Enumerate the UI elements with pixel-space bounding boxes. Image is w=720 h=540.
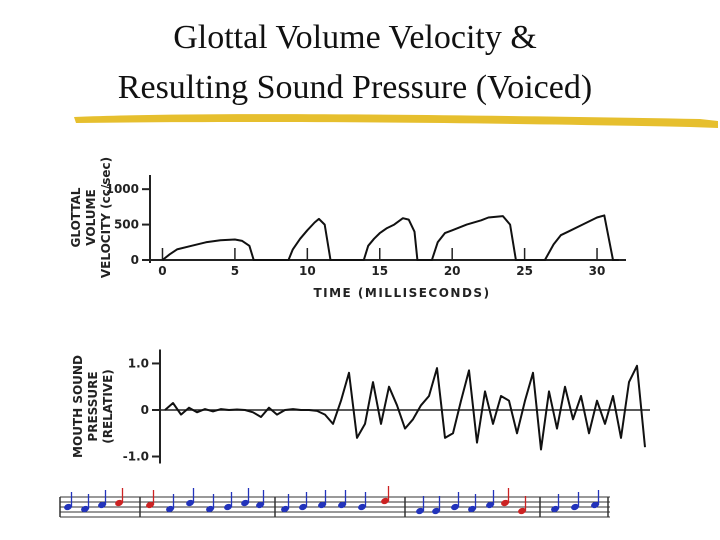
data-line (161, 214, 619, 261)
y-tick-label: 1.0 (128, 356, 149, 370)
note-head (501, 499, 509, 507)
note-head (381, 497, 389, 505)
note-head (299, 503, 307, 511)
y-tick-label: -1.0 (123, 450, 149, 464)
x-tick-label: 20 (444, 264, 461, 278)
y-axis-label: MOUTH SOUND (71, 355, 85, 458)
note-head (224, 503, 232, 511)
data-line (164, 364, 646, 451)
note-head (486, 501, 494, 509)
note-head (241, 499, 249, 507)
y-axis-label: VOLUME (84, 189, 98, 245)
title-underline (74, 114, 718, 128)
note-head (281, 505, 289, 513)
y-tick-label: 500 (114, 218, 139, 232)
x-tick-label: 5 (231, 264, 239, 278)
note-head (206, 505, 214, 513)
note-head (451, 503, 459, 511)
x-tick-label: 15 (371, 264, 388, 278)
note-head (256, 501, 264, 509)
note-head (64, 503, 72, 511)
note-head (166, 505, 174, 513)
y-axis-label: PRESSURE (86, 371, 100, 441)
note-head (81, 505, 89, 513)
x-tick-label: 25 (516, 264, 533, 278)
music-decoration (59, 486, 610, 518)
note-head (432, 507, 440, 515)
y-axis-label: VELOCITY (cc/sec) (99, 157, 113, 278)
x-axis-label: TIME (MILLISECONDS) (313, 286, 490, 300)
note-head (591, 501, 599, 509)
note-head (358, 503, 366, 511)
title-line: Resulting Sound Pressure (Voiced) (118, 69, 592, 106)
x-tick-label: 10 (299, 264, 316, 278)
y-tick-label: 1000 (106, 182, 139, 196)
note-head (551, 505, 559, 513)
title-line: Glottal Volume Velocity & (173, 19, 537, 56)
note-head (318, 501, 326, 509)
note-head (416, 507, 424, 515)
x-tick-label: 0 (158, 264, 166, 278)
y-axis-label: (RELATIVE) (101, 369, 115, 444)
note-head (186, 499, 194, 507)
x-tick-label: 30 (589, 264, 606, 278)
note-head (518, 507, 526, 515)
note-head (468, 505, 476, 513)
note-head (146, 501, 154, 509)
y-tick-label: 0 (141, 403, 149, 417)
note-head (98, 501, 106, 509)
y-axis-label: GLOTTAL (69, 187, 83, 247)
note-head (338, 501, 346, 509)
note-head (115, 499, 123, 507)
note-head (571, 503, 579, 511)
y-tick-label: 0 (131, 253, 139, 267)
